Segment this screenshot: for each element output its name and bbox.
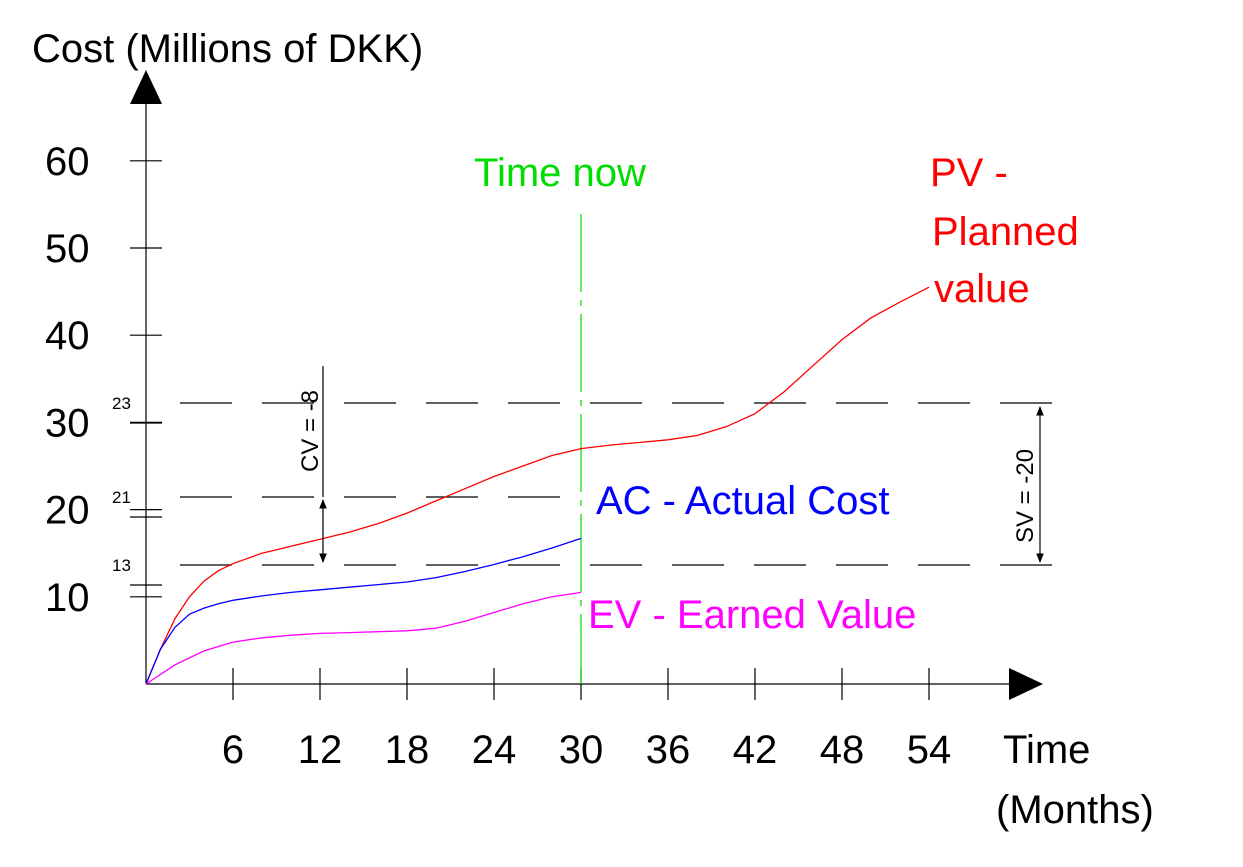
x-axis-title-line2: (Months) [996, 788, 1154, 832]
x-tick-label: 48 [820, 728, 865, 772]
x-tick-label: 18 [385, 728, 430, 772]
x-tick-label: 36 [646, 728, 691, 772]
x-tick-label: 42 [733, 728, 778, 772]
x-tick-label: 6 [222, 728, 244, 772]
x-ticks: 6 12 18 24 30 36 42 48 54 [222, 668, 951, 772]
pv-label-line2: Planned [932, 210, 1079, 254]
y-tick-label: 30 [45, 401, 90, 445]
y-tick-label: 20 [45, 489, 90, 533]
x-tick-label: 24 [472, 728, 517, 772]
x-axis-arrow [1009, 668, 1043, 700]
axes [130, 70, 1043, 700]
y-tick-label: 40 [45, 314, 90, 358]
y-axis-title: Cost (Millions of DKK) [32, 27, 423, 71]
ev-series-line [145, 591, 582, 685]
cv-annotation: CV = -8 [297, 366, 327, 563]
sv-label: SV = -20 [1012, 449, 1039, 543]
ev-label: EV - Earned Value [588, 593, 916, 637]
x-tick-label: 30 [559, 728, 604, 772]
ac-label: AC - Actual Cost [596, 479, 889, 523]
y-axis-arrow [130, 70, 162, 104]
ref-tick-label: 23 [112, 394, 131, 413]
pv-label-line3: value [934, 267, 1030, 311]
y-tick-label: 10 [45, 576, 90, 620]
x-tick-label: 12 [298, 728, 343, 772]
y-tick-label: 60 [45, 140, 90, 184]
pv-label-line1: PV - [930, 151, 1008, 195]
ref-tick-label: 21 [112, 488, 131, 507]
x-axis-title-line1: Time [1003, 728, 1090, 772]
pv-series-line [145, 286, 930, 685]
sv-annotation: SV = -20 [1012, 406, 1044, 563]
ac-series-line [145, 537, 582, 685]
x-tick-label: 54 [907, 728, 952, 772]
ref-tick-label: 13 [112, 556, 131, 575]
time-now-label: Time now [474, 151, 646, 195]
y-ticks: 10 20 30 40 50 60 [45, 140, 162, 620]
reference-lines: 23 21 13 [112, 394, 1078, 586]
cv-label: CV = -8 [297, 390, 324, 472]
y-tick-label: 50 [45, 227, 90, 271]
